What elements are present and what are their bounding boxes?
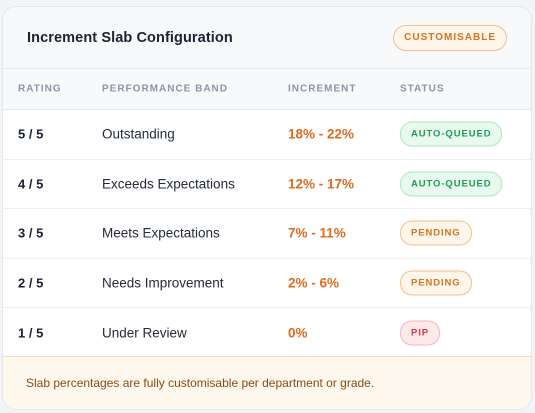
increment-slab-card: Increment Slab Configuration CUSTOMISABL…	[2, 6, 532, 410]
rating-cell: 3 / 5	[18, 225, 44, 241]
customisable-badge: CUSTOMISABLE	[393, 24, 507, 51]
card-title: Increment Slab Configuration	[27, 29, 233, 46]
rating-cell: 5 / 5	[18, 126, 44, 142]
column-header-rating: RATING	[18, 83, 62, 95]
performance-band-cell: Meets Expectations	[102, 225, 220, 241]
table-row: 2 / 5 Needs Improvement 2% - 6% PENDING	[3, 259, 531, 308]
table-row: 1 / 5 Under Review 0% PIP	[3, 308, 531, 358]
table-row: 4 / 5 Exceeds Expectations 12% - 17% AUT…	[3, 160, 531, 209]
increment-cell: 12% - 17%	[288, 176, 355, 192]
rating-cell: 1 / 5	[18, 325, 44, 341]
status-badge: PENDING	[400, 270, 472, 296]
footer-note-text: Slab percentages are fully customisable …	[26, 376, 375, 390]
table-row: 5 / 5 Outstanding 18% - 22% AUTO-QUEUED	[3, 110, 531, 160]
performance-band-cell: Outstanding	[102, 126, 175, 142]
table-header-row: RATING PERFORMANCE BAND INCREMENT STATUS	[3, 69, 531, 110]
slab-table-body: 5 / 5 Outstanding 18% - 22% AUTO-QUEUED …	[3, 110, 531, 358]
column-header-increment: INCREMENT	[288, 83, 357, 95]
rating-cell: 4 / 5	[18, 176, 44, 192]
column-header-status: STATUS	[400, 83, 445, 95]
performance-band-cell: Needs Improvement	[102, 275, 224, 291]
increment-cell: 18% - 22%	[288, 126, 355, 142]
status-badge: PIP	[400, 320, 441, 346]
performance-band-cell: Under Review	[102, 325, 187, 341]
increment-cell: 2% - 6%	[288, 275, 340, 291]
column-header-performance-band: PERFORMANCE BAND	[102, 83, 228, 95]
performance-band-cell: Exceeds Expectations	[102, 176, 235, 192]
increment-cell: 7% - 11%	[288, 225, 346, 241]
table-row: 3 / 5 Meets Expectations 7% - 11% PENDIN…	[3, 209, 531, 259]
footer-note: Slab percentages are fully customisable …	[3, 356, 531, 409]
status-badge: AUTO-QUEUED	[400, 121, 503, 147]
rating-cell: 2 / 5	[18, 275, 44, 291]
increment-cell: 0%	[288, 325, 308, 341]
status-badge: AUTO-QUEUED	[400, 171, 503, 197]
card-header: Increment Slab Configuration CUSTOMISABL…	[3, 7, 531, 69]
status-badge: PENDING	[400, 220, 472, 246]
